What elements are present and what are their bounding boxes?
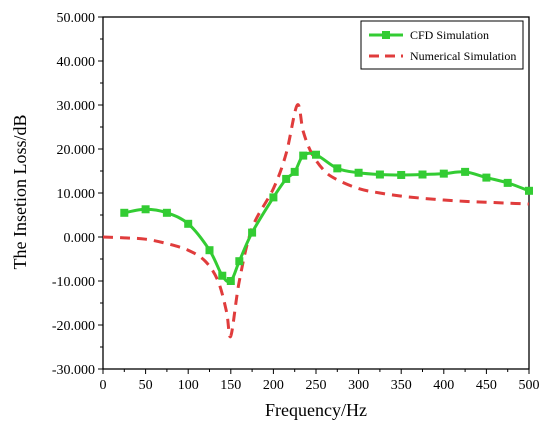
cfd-data-point: [418, 170, 427, 179]
x-tick-label: 50: [139, 378, 153, 393]
cfd-data-point: [235, 257, 244, 266]
cfd-data-point: [269, 193, 278, 202]
x-tick-label: 0: [100, 378, 107, 393]
y-tick-label: -30.000: [52, 363, 95, 378]
cfd-data-point: [184, 219, 193, 228]
x-tick-label: 500: [519, 378, 540, 393]
cfd-data-point: [375, 170, 384, 179]
cfd-data-point: [525, 186, 533, 195]
x-tick-label: 350: [391, 378, 412, 393]
cfd-data-point: [299, 151, 308, 160]
cfd-data-point: [141, 205, 150, 214]
cfd-data-point: [312, 150, 320, 159]
x-tick-label: 400: [433, 378, 454, 393]
cfd-data-point: [248, 228, 257, 237]
y-tick-label: 0.000: [64, 231, 96, 246]
legend-cfd-label: CFD Simulation: [410, 28, 489, 42]
legend-cfd-marker: [382, 31, 390, 39]
plot-frame: [102, 16, 530, 370]
series-layer: [102, 103, 533, 339]
y-tick-label: 10.000: [57, 187, 96, 202]
cfd-data-point: [461, 167, 470, 176]
y-tick-label: 50.000: [57, 11, 96, 26]
y-tick-label: 40.000: [57, 55, 96, 70]
cfd-data-point: [333, 164, 342, 173]
cfd-data-point: [503, 178, 512, 187]
x-tick-label: 300: [348, 378, 369, 393]
x-tick-label: 250: [306, 378, 327, 393]
cfd-data-point: [439, 169, 448, 178]
cfd-data-point: [397, 170, 406, 179]
cfd-data-point: [162, 208, 171, 217]
legend-box: [360, 20, 524, 70]
cfd-data-point: [282, 174, 291, 183]
y-tick-label: 30.000: [57, 99, 96, 114]
y-axis-title: The Insetion Loss/dB: [10, 115, 30, 270]
legend-numerical-label: Numerical Simulation: [410, 49, 516, 63]
x-tick-label: 100: [178, 378, 199, 393]
y-tick-label: -20.000: [52, 319, 95, 334]
x-tick-label: 150: [220, 378, 241, 393]
cfd-data-point: [482, 173, 491, 182]
y-tick-label: 20.000: [57, 143, 96, 158]
legend: CFD Simulation Numerical Simulation: [360, 20, 524, 70]
cfd-data-point: [290, 167, 299, 176]
cfd-data-point: [218, 271, 227, 280]
cfd-data-point: [120, 208, 129, 217]
cfd-data-point: [354, 168, 363, 177]
cfd-data-point: [205, 246, 214, 255]
cfd-data-point: [226, 277, 235, 285]
y-tick-label: -10.000: [52, 275, 95, 290]
x-tick-label: 200: [263, 378, 284, 393]
axes: 0 50 100 150 200 250 300 350 400 450 500 -30.000 -20…: [52, 11, 540, 393]
x-axis-title: Frequency/Hz: [265, 400, 367, 420]
x-tick-label: 450: [476, 378, 497, 393]
numerical-simulation-line: [102, 103, 530, 339]
